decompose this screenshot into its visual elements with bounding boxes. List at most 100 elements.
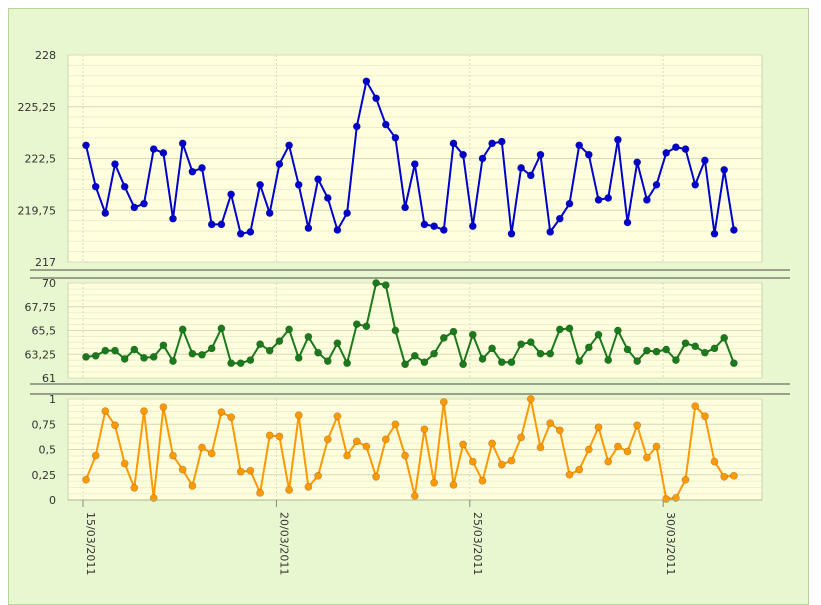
data-point — [604, 194, 613, 202]
data-point — [362, 77, 371, 86]
data-point — [614, 326, 622, 335]
data-point — [565, 199, 574, 208]
data-point — [82, 352, 90, 361]
data-point — [478, 476, 487, 485]
data-point — [536, 349, 545, 358]
data-point — [546, 419, 555, 428]
data-point — [178, 139, 187, 148]
data-point — [111, 421, 119, 430]
data-point — [701, 412, 709, 421]
data-point — [575, 465, 584, 474]
data-point — [459, 360, 467, 369]
data-point — [323, 194, 332, 202]
data-point — [584, 343, 593, 352]
data-point — [449, 327, 458, 336]
data-point — [294, 411, 303, 420]
data-point — [381, 281, 390, 289]
data-point — [207, 344, 216, 353]
data-point — [275, 432, 284, 441]
data-point — [362, 322, 371, 331]
data-point — [169, 451, 177, 460]
data-point — [623, 345, 632, 354]
data-point — [652, 347, 661, 356]
data-point — [468, 330, 477, 339]
data-point — [401, 451, 409, 460]
data-point — [198, 443, 206, 452]
data-point — [459, 150, 467, 159]
data-point — [275, 160, 284, 168]
data-point — [468, 457, 477, 466]
data-point — [604, 356, 613, 364]
data-point — [439, 333, 448, 342]
data-point — [565, 324, 574, 333]
data-point — [507, 456, 516, 465]
data-point — [623, 218, 632, 227]
data-point — [575, 357, 584, 365]
y-tick-label: 228 — [35, 49, 56, 62]
data-point — [343, 209, 351, 217]
y-tick-label: 0,25 — [32, 469, 57, 482]
data-point — [140, 199, 148, 208]
data-point — [265, 431, 274, 440]
data-point — [439, 398, 448, 406]
data-point — [672, 494, 680, 502]
data-point — [555, 426, 564, 435]
panel-3: 1 0,75 0,5 0,25 0 — [32, 393, 763, 507]
data-point — [633, 421, 642, 430]
data-point — [681, 339, 690, 348]
data-point — [178, 465, 187, 474]
data-point — [304, 224, 313, 232]
data-point — [343, 451, 351, 460]
data-point — [188, 167, 197, 176]
y-tick-label: 222,5 — [25, 153, 57, 166]
data-point — [584, 445, 593, 454]
y-tick-label: 67,75 — [25, 301, 57, 314]
data-point — [159, 148, 168, 157]
data-point — [604, 457, 613, 466]
data-point — [227, 190, 235, 199]
data-point — [536, 150, 545, 159]
data-point — [130, 345, 139, 354]
data-point — [275, 337, 284, 345]
data-point — [497, 358, 506, 367]
data-point — [381, 120, 390, 129]
data-point — [120, 182, 129, 191]
data-point — [720, 165, 729, 174]
data-point — [681, 475, 690, 484]
data-point — [681, 145, 690, 153]
data-point — [691, 180, 700, 189]
data-point — [217, 324, 226, 333]
data-point — [430, 349, 438, 358]
data-point — [546, 227, 555, 236]
data-point — [449, 139, 458, 148]
data-point — [730, 471, 738, 480]
data-point — [227, 359, 235, 368]
data-point — [352, 320, 361, 329]
data-point — [565, 470, 574, 479]
data-point — [91, 351, 100, 360]
data-point — [401, 203, 409, 212]
data-point — [526, 338, 535, 346]
data-point — [420, 425, 429, 434]
data-point — [314, 348, 322, 357]
data-point — [304, 482, 313, 491]
data-point — [594, 195, 603, 204]
data-point — [517, 163, 525, 172]
data-point — [256, 180, 264, 189]
data-point — [120, 355, 129, 363]
data-point — [575, 141, 584, 150]
data-point — [691, 342, 700, 351]
data-point — [643, 453, 651, 462]
data-point — [217, 220, 226, 229]
data-point — [652, 442, 661, 451]
data-point — [256, 340, 264, 349]
data-point — [672, 356, 680, 364]
data-point — [478, 154, 487, 163]
data-point — [488, 439, 496, 448]
data-point — [217, 408, 226, 416]
data-point — [294, 180, 303, 189]
data-point — [594, 330, 603, 339]
y-tick-label: 225,25 — [18, 101, 57, 114]
data-point — [643, 346, 651, 355]
data-point — [343, 359, 351, 368]
